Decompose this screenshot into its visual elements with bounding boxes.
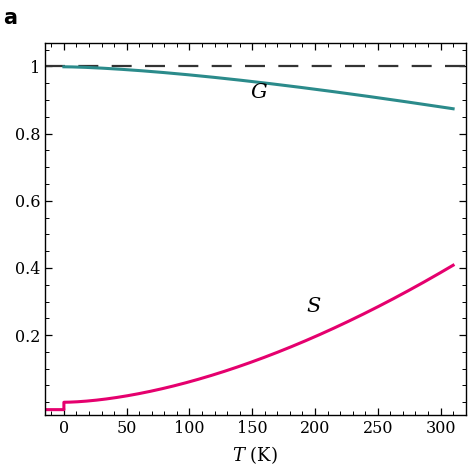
Text: $S$: $S$ — [306, 297, 321, 316]
X-axis label: $T$ (K): $T$ (K) — [232, 444, 278, 465]
Text: a: a — [3, 8, 17, 28]
Text: $G$: $G$ — [250, 83, 267, 102]
